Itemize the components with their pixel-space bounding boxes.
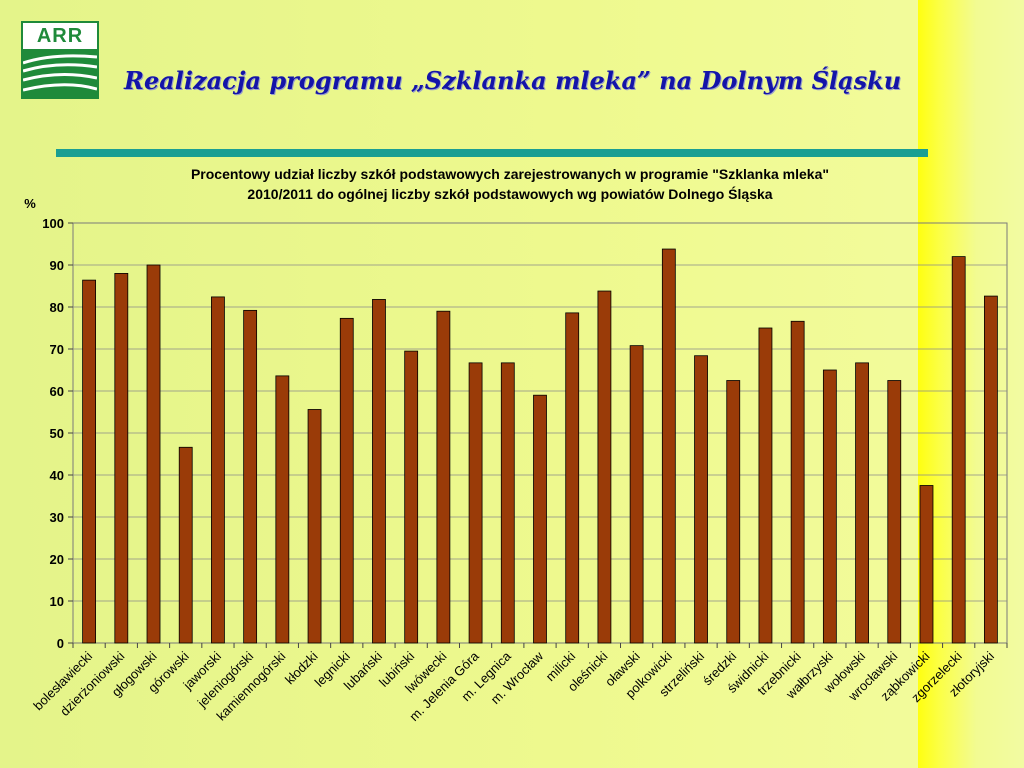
- y-tick-label: 40: [50, 468, 64, 483]
- y-tick-label: 60: [50, 384, 64, 399]
- bar: [114, 272, 129, 644]
- y-tick-label: 0: [57, 636, 64, 651]
- bar: [146, 264, 161, 644]
- right-accent-band: [918, 0, 1024, 768]
- y-tick-label: 20: [50, 552, 64, 567]
- bar: [178, 446, 193, 644]
- slide-title: Realizacja programu „Szklanka mleka” na …: [124, 66, 902, 95]
- logo-text: ARR: [36, 25, 84, 47]
- chart-title-line-2: 2010/2011 do ogólnej liczby szkół podsta…: [247, 186, 773, 202]
- bar: [951, 256, 966, 644]
- bar: [887, 380, 902, 644]
- y-tick-label: 80: [50, 300, 64, 315]
- bar: [694, 355, 708, 644]
- y-tick-label: 10: [50, 594, 64, 609]
- title-divider: [56, 149, 928, 157]
- chart-title-line-1: Procentowy udział liczby szkół podstawow…: [190, 166, 830, 182]
- bar: [629, 345, 644, 644]
- arr-logo: ARR: [21, 21, 99, 99]
- bar: [82, 279, 97, 644]
- y-tick-label: 70: [50, 342, 64, 357]
- bar: [500, 362, 515, 644]
- chart-title: Procentowy udział liczby szkół podstawow…: [40, 164, 980, 204]
- bar: [983, 295, 998, 644]
- arr-logo-graphic: [23, 49, 97, 97]
- bar: [597, 290, 612, 644]
- bar: [758, 327, 773, 644]
- y-tick-label: 30: [50, 510, 64, 525]
- bar: [275, 375, 290, 644]
- bar: [533, 394, 547, 644]
- bar: [307, 409, 322, 644]
- y-tick-label: 90: [50, 258, 64, 273]
- y-axis-label: %: [24, 196, 36, 211]
- bar: [790, 320, 805, 644]
- bar: [339, 317, 354, 644]
- bar: [919, 485, 934, 644]
- bar: [822, 369, 837, 644]
- bar: [726, 380, 741, 644]
- bar: [468, 362, 483, 644]
- bar: [372, 299, 386, 644]
- y-tick-label: 100: [42, 216, 64, 231]
- bar: [855, 362, 869, 644]
- y-tick-label: 50: [50, 426, 64, 441]
- bar: [243, 309, 258, 644]
- bar: [211, 296, 225, 644]
- bar: [661, 248, 676, 644]
- bar: [565, 312, 580, 644]
- bar: [404, 350, 419, 644]
- bar: [436, 310, 451, 644]
